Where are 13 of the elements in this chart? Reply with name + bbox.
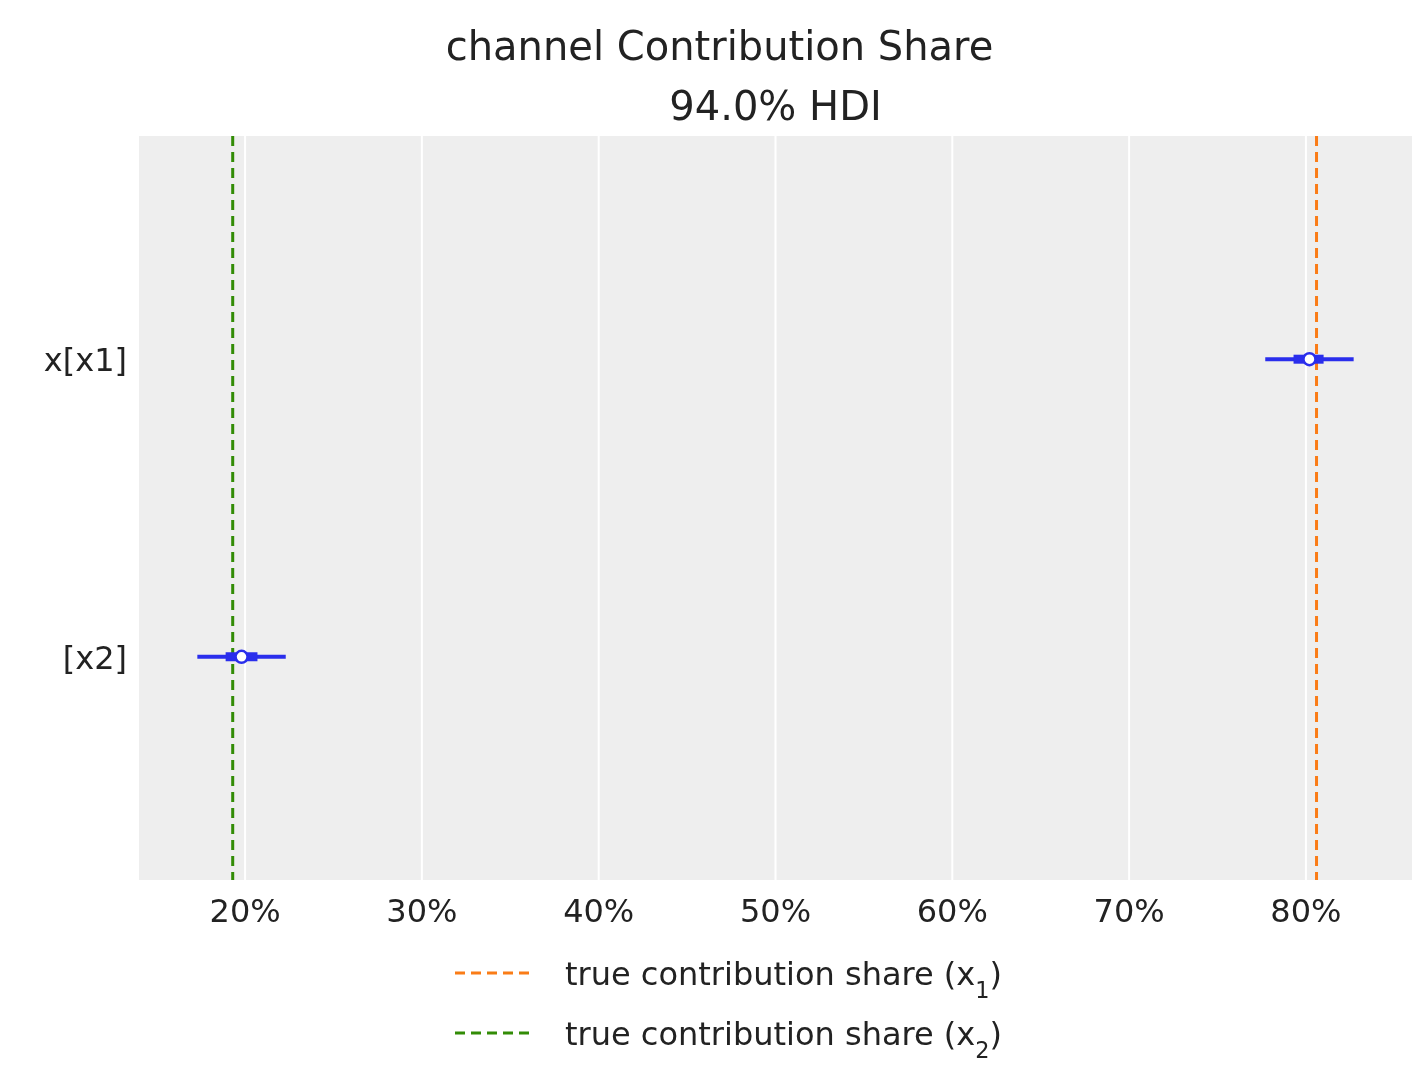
x-tick-label: 20%	[209, 892, 281, 930]
x-tick-label: 70%	[1093, 892, 1165, 930]
legend-label: true contribution share (x$_{1}$)	[565, 955, 1002, 1003]
legend-label: true contribution share (x$_{2}$)	[565, 1015, 1002, 1063]
chart-title: channel Contribution Share	[445, 23, 994, 69]
y-tick-label: [x2]	[62, 638, 127, 677]
y-tick-label: x[x1]	[43, 341, 127, 380]
x-tick-label: 40%	[563, 892, 635, 930]
chart-subtitle: 94.0% HDI	[669, 83, 882, 129]
x-tick-label: 30%	[386, 892, 458, 930]
x-tick-label: 50%	[739, 892, 812, 930]
x-tick-label: 60%	[916, 892, 988, 930]
x-tick-label: 80%	[1270, 892, 1342, 930]
